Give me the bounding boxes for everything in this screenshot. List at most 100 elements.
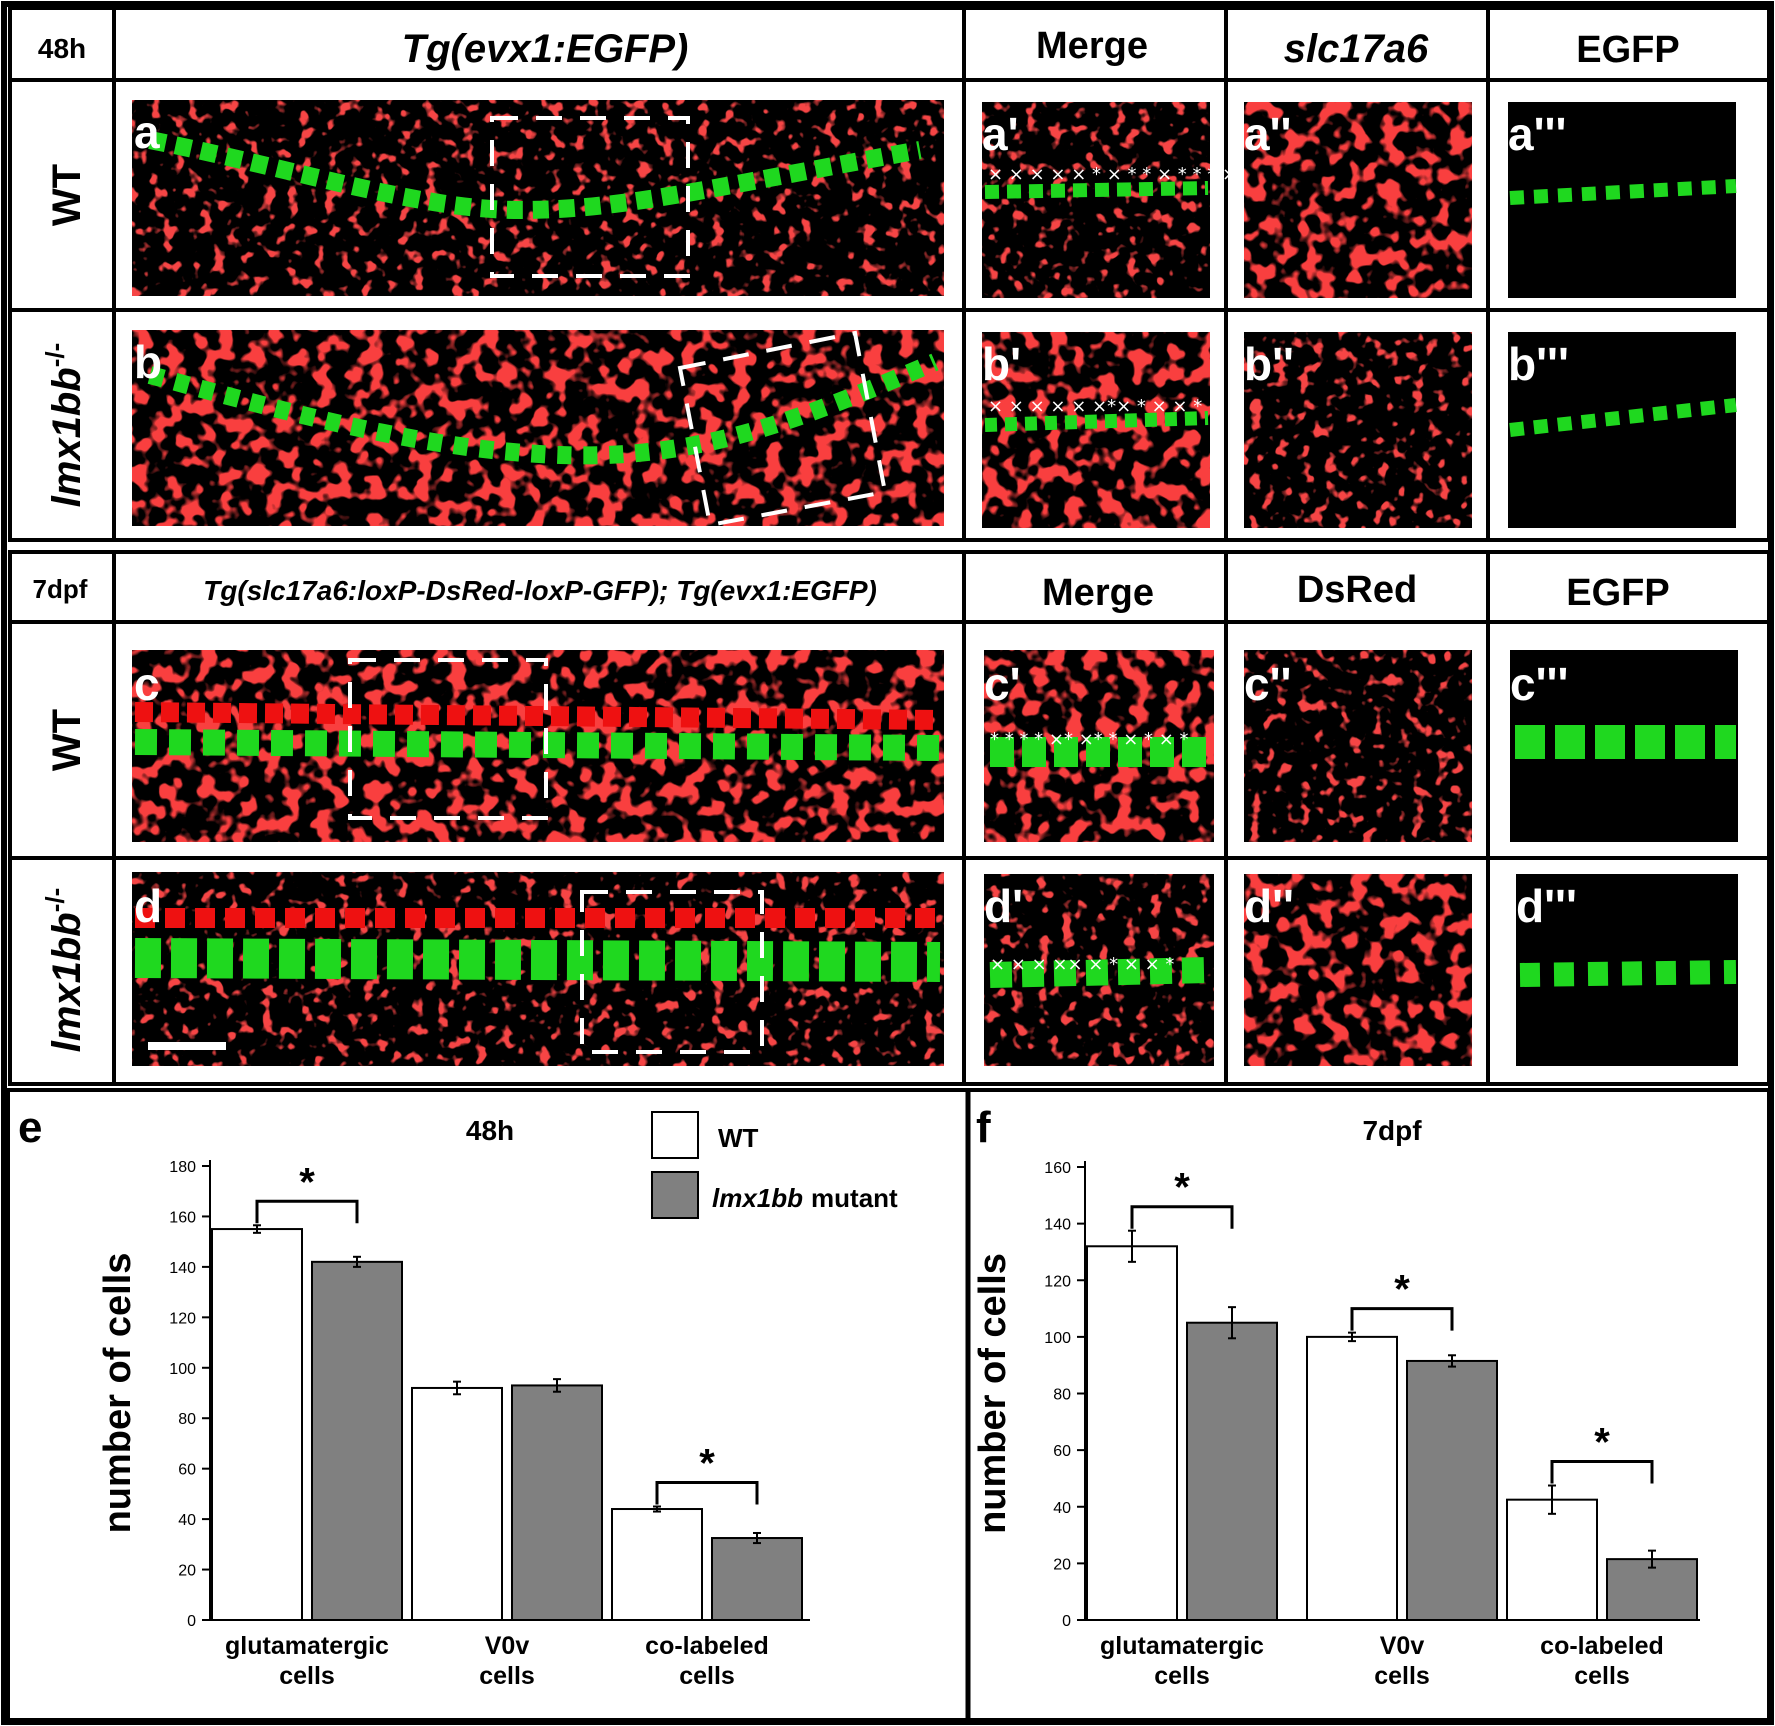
svg-text:d': d': [984, 880, 1023, 932]
micrograph-d: [132, 872, 944, 1066]
significance-bracket-e-2: [655, 1481, 759, 1505]
bar-f-WT-2: [1506, 1498, 1598, 1621]
x-tick-label-e-2-1: cells: [679, 1662, 735, 1690]
svg-text:* * * * ×* ×* * × * × *: * * * * ×* ×* * × * × *: [990, 729, 1189, 750]
x-tick-label-e-0-0: glutamatergic: [225, 1632, 389, 1660]
header-row-7dpf: 7dpf Tg(slc17a6:loxP-DsRed-loxP-GFP); Tg…: [8, 550, 1771, 624]
svg-text:× × × × × * × * * × * * *: × × × × × * × * * × * * * ×: [988, 164, 1237, 185]
x-tick-label-e-1-1: cells: [479, 1662, 535, 1690]
x-tick-label-f-1-0: V0v: [1380, 1632, 1425, 1660]
significance-star-f-0: *: [1174, 1166, 1190, 1210]
significance-star-f-1: *: [1394, 1268, 1410, 1312]
x-tick-label-e-2-0: co-labeled: [645, 1632, 769, 1660]
bar-e-WT-1: [411, 1386, 503, 1622]
bar-e-lmx1bb-mutant-2: [711, 1537, 803, 1622]
x-tick-label-f-1-1: cells: [1374, 1662, 1430, 1690]
bar-f-WT-1: [1306, 1335, 1398, 1621]
micrograph-c: [132, 650, 944, 842]
bar-f-lmx1bb-mutant-2: [1606, 1558, 1698, 1622]
svg-text:d'': d'': [1244, 880, 1294, 932]
svg-text:a''': a''': [1508, 108, 1566, 160]
svg-text:d: d: [134, 880, 162, 932]
chart-title-f: 7dpf: [1362, 1115, 1422, 1146]
x-tick-label-f-2-1: cells: [1574, 1662, 1630, 1690]
svg-text:a: a: [134, 106, 160, 158]
micrograph-a: [132, 100, 944, 296]
significance-star-e-0: *: [299, 1160, 315, 1204]
bar-e-lmx1bb-mutant-0: [311, 1260, 403, 1622]
y-tick-label-f-80: 80: [1053, 1387, 1071, 1404]
y-tick-label-f-60: 60: [1053, 1443, 1071, 1460]
y-tick-label-e-40: 40: [178, 1512, 196, 1529]
svg-text:lmx1bb-/-: lmx1bb-/-: [40, 888, 89, 1053]
svg-text:a': a': [982, 108, 1019, 160]
chart-e: e 48h number of cells 0 20 40 60 80 100 120 140 160…: [18, 1103, 810, 1690]
y-tick-label-e-60: 60: [178, 1462, 196, 1479]
x-tick-label-f-0-1: cells: [1154, 1662, 1210, 1690]
inset-box-a: [490, 116, 690, 278]
significance-star-f-2: *: [1594, 1421, 1610, 1465]
micrograph-b: [132, 330, 944, 528]
genotype-superscript-7dpf: -/-: [40, 888, 70, 913]
y-tick-label-e-180: 180: [169, 1159, 196, 1176]
x-tick-label-f-0-0: glutamatergic: [1100, 1632, 1264, 1660]
svg-text:c': c': [984, 658, 1021, 710]
significance-bracket-f-0: [1130, 1205, 1234, 1229]
legend-label-wt: WT: [718, 1123, 759, 1153]
svg-text:c'': c'': [1244, 658, 1291, 710]
bar-e-WT-2: [611, 1508, 703, 1621]
svg-text:c''': c''': [1510, 658, 1568, 710]
time-label-7dpf: 7dpf: [33, 574, 88, 604]
svg-text:c: c: [134, 658, 160, 710]
col-header-slc17a6: slc17a6: [1284, 27, 1429, 71]
panel-labels-7dpf: c c' c'' c''' d d' d'' d''': [134, 658, 1577, 932]
bar-f-lmx1bb-mutant-1: [1406, 1359, 1498, 1622]
inset-panels-48h: × × × × × * × * * × * * * × × × × × × ×*…: [982, 102, 1737, 528]
col-header-merge-48h: Merge: [1036, 25, 1148, 67]
x-tick-label-f-2-0: co-labeled: [1540, 1632, 1664, 1660]
svg-text:b': b': [982, 338, 1021, 390]
y-tick-label-f-120: 120: [1044, 1273, 1071, 1290]
svg-text:× × × ×× × * × × *: × × × ×× × * × × *: [990, 954, 1174, 975]
panel-labels-48h: a a' a'' a''' b b' b'' b''': [134, 106, 1569, 390]
chart-f: f 7dpf number of cells 0 20 40 60 80 100 120 140 16…: [972, 1103, 1700, 1690]
y-axis-label-f: number of cells: [972, 1253, 1014, 1534]
genotype-label-mutant-7dpf: lmx1bb: [45, 912, 89, 1052]
inset-panels-7dpf: * * * * ×* ×* * × * × * × × × ×× × * × ×…: [984, 650, 1738, 1066]
x-tick-label-e-0-1: cells: [279, 1662, 335, 1690]
y-tick-label-f-0: 0: [1062, 1613, 1071, 1630]
chart-title-e: 48h: [466, 1115, 514, 1146]
construct-title-48h: Tg(evx1:EGFP): [402, 27, 689, 71]
significance-bracket-f-2: [1550, 1460, 1654, 1484]
significance-bracket-f-1: [1350, 1307, 1454, 1331]
bar-f-WT-0: [1086, 1245, 1178, 1622]
legend-label-mutant-suffix: mutant: [811, 1183, 898, 1213]
y-tick-label-e-140: 140: [169, 1260, 196, 1277]
legend-swatch-wt: [651, 1111, 699, 1159]
y-tick-label-e-0: 0: [187, 1613, 196, 1630]
y-tick-label-f-20: 20: [1053, 1556, 1071, 1573]
legend-swatch-mutant: [651, 1171, 699, 1219]
bar-f-lmx1bb-mutant-0: [1186, 1321, 1278, 1621]
scale-bar: [148, 1042, 226, 1050]
genotype-superscript-48h: -/-: [40, 343, 70, 368]
y-tick-label-e-100: 100: [169, 1361, 196, 1378]
y-tick-label-f-140: 140: [1044, 1217, 1071, 1234]
y-tick-label-e-80: 80: [178, 1411, 196, 1428]
y-tick-label-e-20: 20: [178, 1563, 196, 1580]
y-tick-label-f-40: 40: [1053, 1500, 1071, 1517]
y-tick-label-f-160: 160: [1044, 1160, 1071, 1177]
svg-text:b'': b'': [1244, 338, 1294, 390]
svg-text:b''': b''': [1508, 338, 1569, 390]
col-header-merge-7dpf: Merge: [1042, 572, 1154, 614]
y-tick-label-e-160: 160: [169, 1209, 196, 1226]
y-tick-label-f-100: 100: [1044, 1330, 1071, 1347]
significance-star-e-2: *: [699, 1442, 715, 1486]
genotype-label-mutant-48h: lmx1bb: [45, 367, 89, 507]
legend-label-mutant-italic: lmx1bb: [712, 1183, 803, 1213]
bar-e-WT-0: [211, 1228, 303, 1621]
y-axis-label-e: number of cells: [97, 1253, 139, 1534]
time-label-48h: 48h: [38, 33, 86, 64]
